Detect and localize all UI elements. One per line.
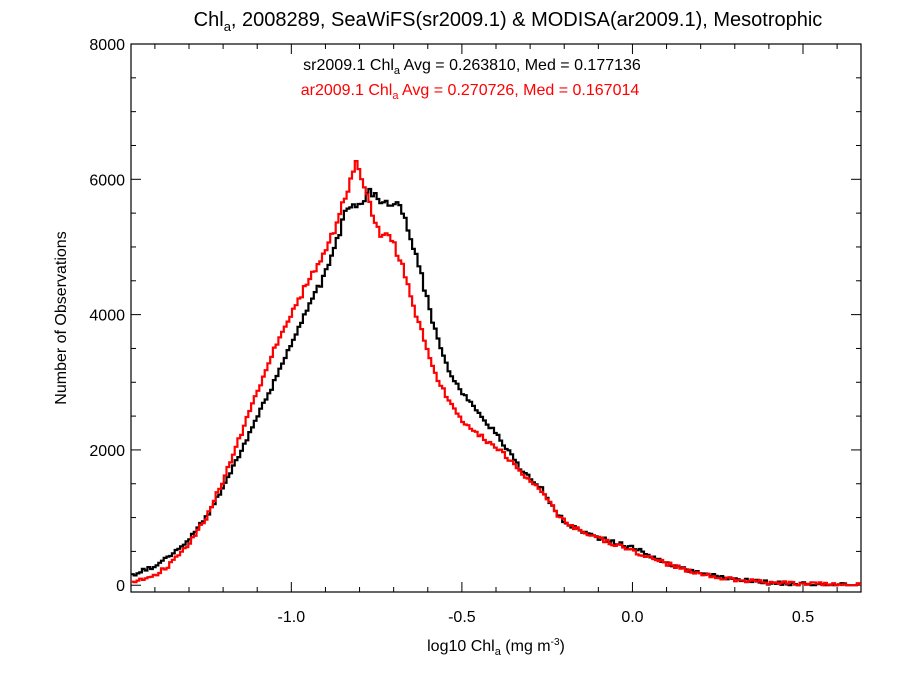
y-tick-label: 8000 bbox=[89, 37, 125, 54]
series-annotation-ar-post: Avg = 0.270726, Med = 0.167014 bbox=[398, 82, 639, 99]
series-annotation-ar: ar2009.1 Chla Avg = 0.270726, Med = 0.16… bbox=[301, 82, 640, 102]
x-axis-label-sup: -3 bbox=[551, 637, 560, 648]
chart-title-post: , 2008289, SeaWiFS(sr2009.1) & MODISA(ar… bbox=[231, 9, 822, 31]
x-tick-label: -1.0 bbox=[278, 609, 306, 626]
x-axis-label-mid: (mg m bbox=[501, 638, 551, 655]
y-tick-label: 6000 bbox=[89, 172, 125, 189]
y-axis-label: Number of Observations bbox=[53, 231, 70, 404]
x-axis-label-pre: log10 Chl bbox=[427, 638, 495, 655]
chart-title-sub: a bbox=[224, 19, 232, 34]
x-tick-label: -0.5 bbox=[448, 609, 476, 626]
plot-frame bbox=[130, 43, 862, 593]
series-annotation-ar-sub: a bbox=[392, 90, 399, 102]
x-axis-label: log10 Chla (mg m-3) bbox=[427, 637, 565, 658]
series-layer bbox=[131, 160, 861, 587]
series-annotation-sr: sr2009.1 Chla Avg = 0.263810, Med = 0.17… bbox=[303, 57, 641, 77]
x-tick-label: 0.5 bbox=[792, 609, 814, 626]
x-axis: -1.0 -0.5 0.0 0.5 bbox=[154, 44, 838, 626]
series-line-sr2009.1 bbox=[131, 187, 861, 587]
x-tick-label: 0.0 bbox=[621, 609, 643, 626]
chart-title-pre: Chl bbox=[194, 9, 224, 31]
x-axis-label-post: ) bbox=[560, 638, 565, 655]
y-tick-label: 0 bbox=[116, 578, 125, 595]
chart-title: Chla, 2008289, SeaWiFS(sr2009.1) & MODIS… bbox=[194, 9, 823, 34]
y-tick-label: 4000 bbox=[89, 308, 125, 325]
series-annotation-ar-pre: ar2009.1 Chl bbox=[301, 82, 393, 99]
y-axis: 0 2000 4000 6000 8000 bbox=[89, 37, 861, 595]
x-axis-label-sub: a bbox=[495, 646, 502, 658]
series-annotation-sr-pre: sr2009.1 Chl bbox=[303, 57, 394, 74]
series-line-ar2009.1 bbox=[131, 160, 861, 587]
y-tick-label: 2000 bbox=[89, 443, 125, 460]
series-annotation-sr-post: Avg = 0.263810, Med = 0.177136 bbox=[400, 57, 641, 74]
series-annotation-sr-sub: a bbox=[394, 65, 401, 77]
